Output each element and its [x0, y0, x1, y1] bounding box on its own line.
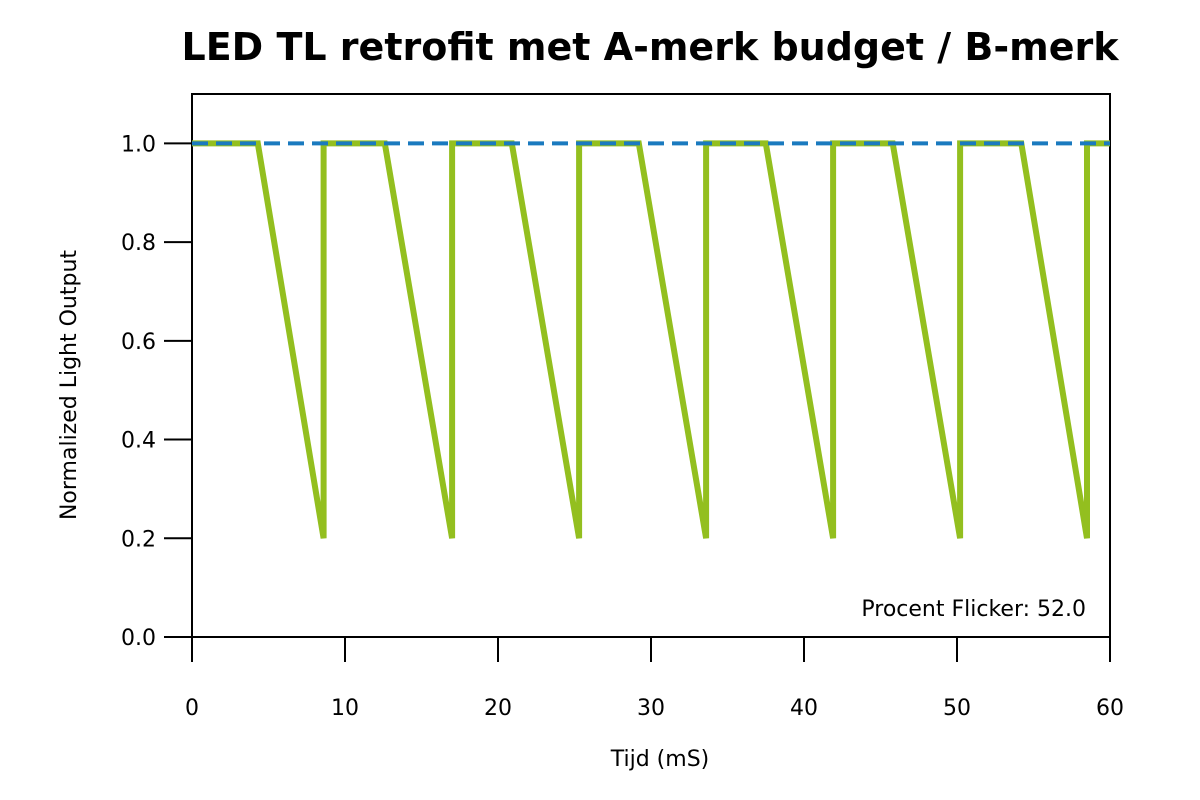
- y-tick-label: 1.0: [121, 132, 156, 157]
- series-layer: [192, 140, 1110, 539]
- x-tick-label: 0: [185, 696, 199, 721]
- y-tick-label: 0.8: [121, 231, 156, 256]
- y-tick-label: 0.4: [121, 429, 156, 454]
- x-tick-label: 40: [790, 696, 818, 721]
- x-tick-label: 20: [484, 696, 512, 721]
- x-axis-label: Tijd (mS): [610, 747, 710, 772]
- x-tick-label: 10: [331, 696, 359, 721]
- x-tick-label: 30: [637, 696, 665, 721]
- x-axis: 0 10 20 30 40 50 60: [185, 637, 1124, 721]
- y-tick-label: 0.2: [121, 527, 156, 552]
- y-tick-label: 0.6: [121, 330, 156, 355]
- x-tick-label: 60: [1096, 696, 1124, 721]
- y-axis: 0.0 0.2 0.4 0.6 0.8 1.0: [121, 132, 192, 651]
- y-axis-label: Normalized Light Output: [57, 250, 82, 520]
- x-tick-label: 50: [943, 696, 971, 721]
- y-tick-label: 0.0: [121, 626, 156, 651]
- plot-frame: [191, 93, 1111, 638]
- chart-title: LED TL retrofit met A-merk budget / B-me…: [182, 25, 1120, 69]
- flicker-annotation: Procent Flicker: 52.0: [861, 597, 1086, 622]
- waveform-line: [192, 140, 1110, 539]
